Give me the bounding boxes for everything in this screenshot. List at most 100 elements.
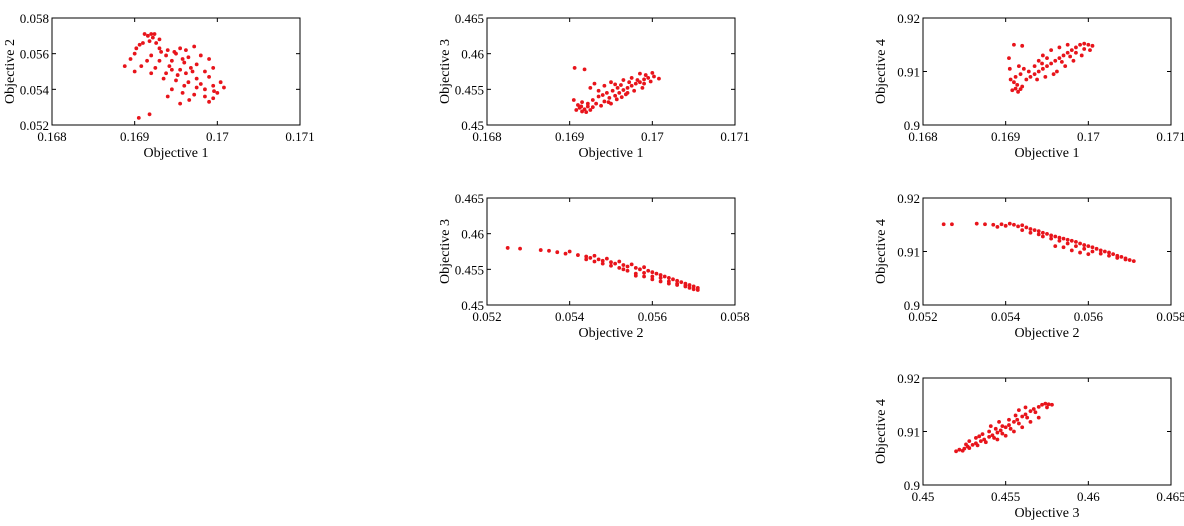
data-point [186,80,191,85]
data-point [613,82,618,87]
data-point [600,93,605,97]
x-tick-label: 0.168 [472,129,501,144]
data-point [203,87,207,92]
data-point [1065,241,1070,246]
data-point [633,266,638,270]
data-point [600,258,605,263]
data-point [1057,235,1062,240]
data-point [154,41,159,45]
data-point [582,67,587,72]
data-point [617,91,622,95]
data-point [1090,249,1095,254]
x-tick-label: 0.45 [912,489,935,504]
data-point [967,446,972,450]
x-axis-label: Objective 2 [1015,326,1080,341]
data-point [988,424,993,429]
data-point [1086,252,1091,257]
data-point [987,429,992,434]
data-point [695,288,700,292]
data-point [1061,53,1066,58]
data-point [683,283,688,288]
data-point [1008,77,1013,82]
y-tick-label: 0.92 [897,191,920,206]
data-point [505,246,510,250]
data-point [619,95,624,100]
y-tick-label: 0.45 [461,298,484,313]
data-point [584,254,589,259]
data-point [1026,69,1031,74]
data-point [983,222,987,227]
x-tick-label: 0.052 [472,309,501,324]
y-tick-label: 0.465 [455,11,484,26]
data-point [648,79,653,84]
data-point [625,91,630,95]
data-point [222,85,226,90]
data-point [970,442,975,447]
data-point [650,270,655,275]
data-point [1007,423,1011,427]
data-point [1020,223,1025,228]
data-point [629,76,634,80]
data-point [211,96,216,101]
data-point [967,439,972,444]
data-point [691,284,696,289]
data-point [1115,256,1120,260]
data-point [1028,230,1033,235]
data-point [574,108,579,112]
data-point [184,48,188,52]
data-point [1036,404,1041,409]
y-tick-label: 0.465 [455,191,484,206]
scatter-panel-4: 0.052 0.054 0.056 0.0580.450.4550.460.465Ob… [438,191,750,341]
data-point [572,66,577,70]
data-point [563,251,568,256]
data-point [1040,234,1045,239]
data-point [1032,64,1037,69]
x-axis-label: Objective 3 [1015,506,1080,521]
data-point [621,263,626,267]
data-point [1127,258,1132,262]
data-point [1025,415,1030,420]
data-point [1111,252,1116,257]
data-point [625,268,630,273]
data-point [211,83,216,88]
data-point [658,279,663,284]
y-tick-label: 0.052 [20,118,49,133]
data-point [954,449,958,454]
data-point [1078,241,1082,246]
data-point [1082,243,1087,247]
data-point [571,98,576,102]
data-point [650,274,655,279]
data-point [609,260,613,265]
x-axis-label: Objective 1 [579,146,644,161]
data-point [165,94,170,99]
plot-frame [922,197,1172,306]
data-point [1016,89,1020,94]
data-point [1053,234,1058,239]
data-point [1036,232,1041,237]
x-tick-label: 0.054 [555,309,585,324]
data-point [582,107,587,112]
data-point [1031,407,1036,411]
data-point [596,88,601,93]
data-point [1045,56,1049,61]
y-tick-label: 0.91 [897,425,920,440]
data-point [691,287,696,292]
y-tick-label: 0.9 [904,118,920,133]
x-tick-label: 0.17 [641,129,664,144]
data-point [687,285,692,290]
data-point [658,273,663,277]
data-point [1033,410,1038,415]
data-point [178,67,183,72]
data-point [1086,244,1091,249]
data-point [164,71,168,76]
data-point [182,60,187,65]
data-point [194,62,199,67]
data-point [629,262,634,267]
data-point [962,446,967,451]
data-point [652,74,656,79]
data-point [594,101,599,106]
data-point [1020,414,1025,419]
data-point [1040,53,1045,58]
data-point [194,85,199,90]
data-point [1013,413,1018,418]
